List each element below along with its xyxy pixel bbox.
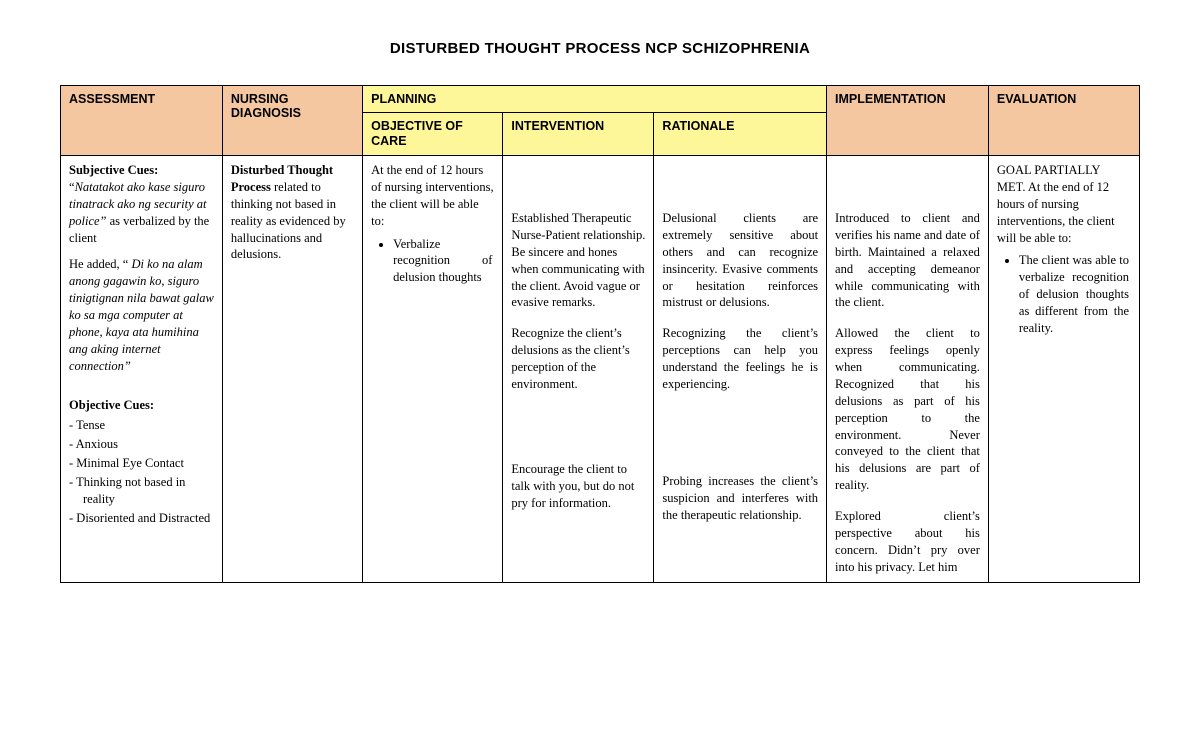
list-item: The client was able to verbalize recogni… — [1019, 252, 1131, 336]
objective-intro: At the end of 12 hours of nursing interv… — [371, 162, 494, 230]
cell-intervention: Established Therapeutic Nurse-Patient re… — [503, 156, 654, 583]
list-item: Verbalize recognition of delusion though… — [393, 236, 494, 287]
list-item: Anxious — [69, 436, 214, 453]
list-item: Disoriented and Distracted — [69, 510, 214, 527]
cell-objective: At the end of 12 hours of nursing interv… — [363, 156, 503, 583]
evaluation-bullets: The client was able to verbalize recogni… — [997, 252, 1131, 336]
hdr-intervention: INTERVENTION — [503, 113, 654, 156]
hdr-evaluation: EVALUATION — [988, 86, 1139, 156]
cell-rationale: Delusional clients are extremely sensiti… — [654, 156, 827, 583]
list-item: Tense — [69, 417, 214, 434]
hdr-implementation: IMPLEMENTATION — [827, 86, 989, 156]
implementation-p2: Allowed the client to express feelings o… — [835, 325, 980, 494]
hdr-planning: PLANNING — [363, 86, 827, 113]
objective-label: Objective Cues: — [69, 398, 154, 412]
table-row: Subjective Cues: “Natatakot ako kase sig… — [61, 156, 1140, 583]
intervention-p1: Established Therapeutic Nurse-Patient re… — [511, 210, 645, 311]
objective-cues-list: Tense Anxious Minimal Eye Contact Thinki… — [69, 417, 214, 526]
quote2-pre: He added, “ — [69, 257, 131, 271]
hdr-diagnosis: NURSING DIAGNOSIS — [222, 86, 362, 156]
cell-assessment: Subjective Cues: “Natatakot ako kase sig… — [61, 156, 223, 583]
evaluation-intro: GOAL PARTIALLY MET. At the end of 12 hou… — [997, 162, 1131, 246]
ncp-table: ASSESSMENT NURSING DIAGNOSIS PLANNING IM… — [60, 85, 1140, 583]
page-title: DISTURBED THOUGHT PROCESS NCP SCHIZOPHRE… — [60, 40, 1140, 57]
header-row-1: ASSESSMENT NURSING DIAGNOSIS PLANNING IM… — [61, 86, 1140, 113]
implementation-p1: Introduced to client and verifies his na… — [835, 210, 980, 311]
rationale-p2: Recognizing the client’s perceptions can… — [662, 325, 818, 393]
list-item: Minimal Eye Contact — [69, 455, 214, 472]
quote2-italic: Di ko na alam anong gagawin ko, siguro t… — [69, 257, 214, 372]
intervention-p3: Encourage the client to talk with you, b… — [511, 461, 645, 512]
cell-evaluation: GOAL PARTIALLY MET. At the end of 12 hou… — [988, 156, 1139, 583]
subjective-label: Subjective Cues: — [69, 163, 158, 177]
rationale-p1: Delusional clients are extremely sensiti… — [662, 210, 818, 311]
cell-implementation: Introduced to client and verifies his na… — [827, 156, 989, 583]
list-item: Thinking not based in reality — [69, 474, 214, 508]
hdr-rationale: RATIONALE — [654, 113, 827, 156]
intervention-p2: Recognize the client’s delusions as the … — [511, 325, 645, 393]
rationale-p3: Probing increases the client’s suspicion… — [662, 473, 818, 524]
objective-bullets: Verbalize recognition of delusion though… — [371, 236, 494, 287]
cell-diagnosis: Disturbed Thought Process related to thi… — [222, 156, 362, 583]
implementation-p3: Explored client’s perspective about his … — [835, 508, 980, 576]
hdr-objective: OBJECTIVE OF CARE — [363, 113, 503, 156]
hdr-assessment: ASSESSMENT — [61, 86, 223, 156]
